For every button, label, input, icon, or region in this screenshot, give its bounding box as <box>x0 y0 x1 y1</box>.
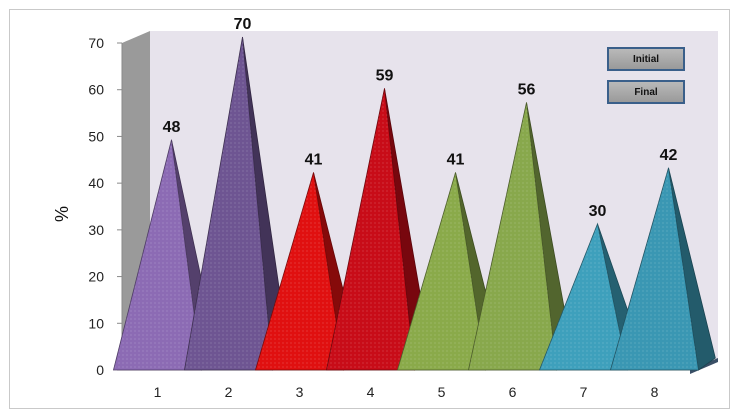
pyramid-texture <box>397 172 486 370</box>
x-tick-label: 1 <box>154 384 162 400</box>
y-tick-label: 70 <box>88 35 104 51</box>
y-tick-label: 60 <box>88 82 104 98</box>
y-axis: 0 10 20 30 40 50 60 70 <box>88 35 123 378</box>
pyramid-texture <box>468 102 557 371</box>
x-axis: 1 2 3 4 5 6 7 8 <box>122 369 690 400</box>
y-tick-label: 10 <box>88 315 104 331</box>
legend-item-final: Final <box>607 80 685 104</box>
pyramid-texture <box>113 139 202 370</box>
data-label: 41 <box>305 151 323 168</box>
y-tick-label: 20 <box>88 269 104 285</box>
x-tick-label: 2 <box>225 384 233 400</box>
pyramid-texture <box>184 37 273 370</box>
pyramid-6: 56 <box>467 81 574 371</box>
data-label: 42 <box>660 147 678 164</box>
chart-marks: 48 70 41 59 41 56 30 42 <box>112 16 716 371</box>
data-label: 48 <box>163 119 181 136</box>
data-label: 59 <box>376 67 394 84</box>
y-tick-label: 30 <box>88 222 104 238</box>
x-tick-label: 5 <box>438 384 446 400</box>
data-label: 56 <box>518 81 536 98</box>
x-tick-label: 8 <box>651 384 659 400</box>
legend-item-initial: Initial <box>607 47 685 71</box>
data-label: 70 <box>234 16 252 33</box>
data-label: 41 <box>447 151 465 168</box>
y-tick-label: 0 <box>96 362 104 378</box>
pyramid-8: 42 <box>609 147 716 371</box>
y-tick-label: 40 <box>88 175 104 191</box>
y-axis-label: % <box>52 206 72 222</box>
pyramid-texture <box>255 172 344 370</box>
pyramid-texture <box>539 223 628 370</box>
x-tick-label: 3 <box>296 384 304 400</box>
pyramid-texture <box>610 167 699 370</box>
pyramid-texture <box>326 88 415 370</box>
x-tick-label: 4 <box>367 384 375 400</box>
data-label: 30 <box>589 203 607 220</box>
x-tick-label: 7 <box>580 384 588 400</box>
y-tick-label: 50 <box>88 128 104 144</box>
x-tick-label: 6 <box>509 384 517 400</box>
